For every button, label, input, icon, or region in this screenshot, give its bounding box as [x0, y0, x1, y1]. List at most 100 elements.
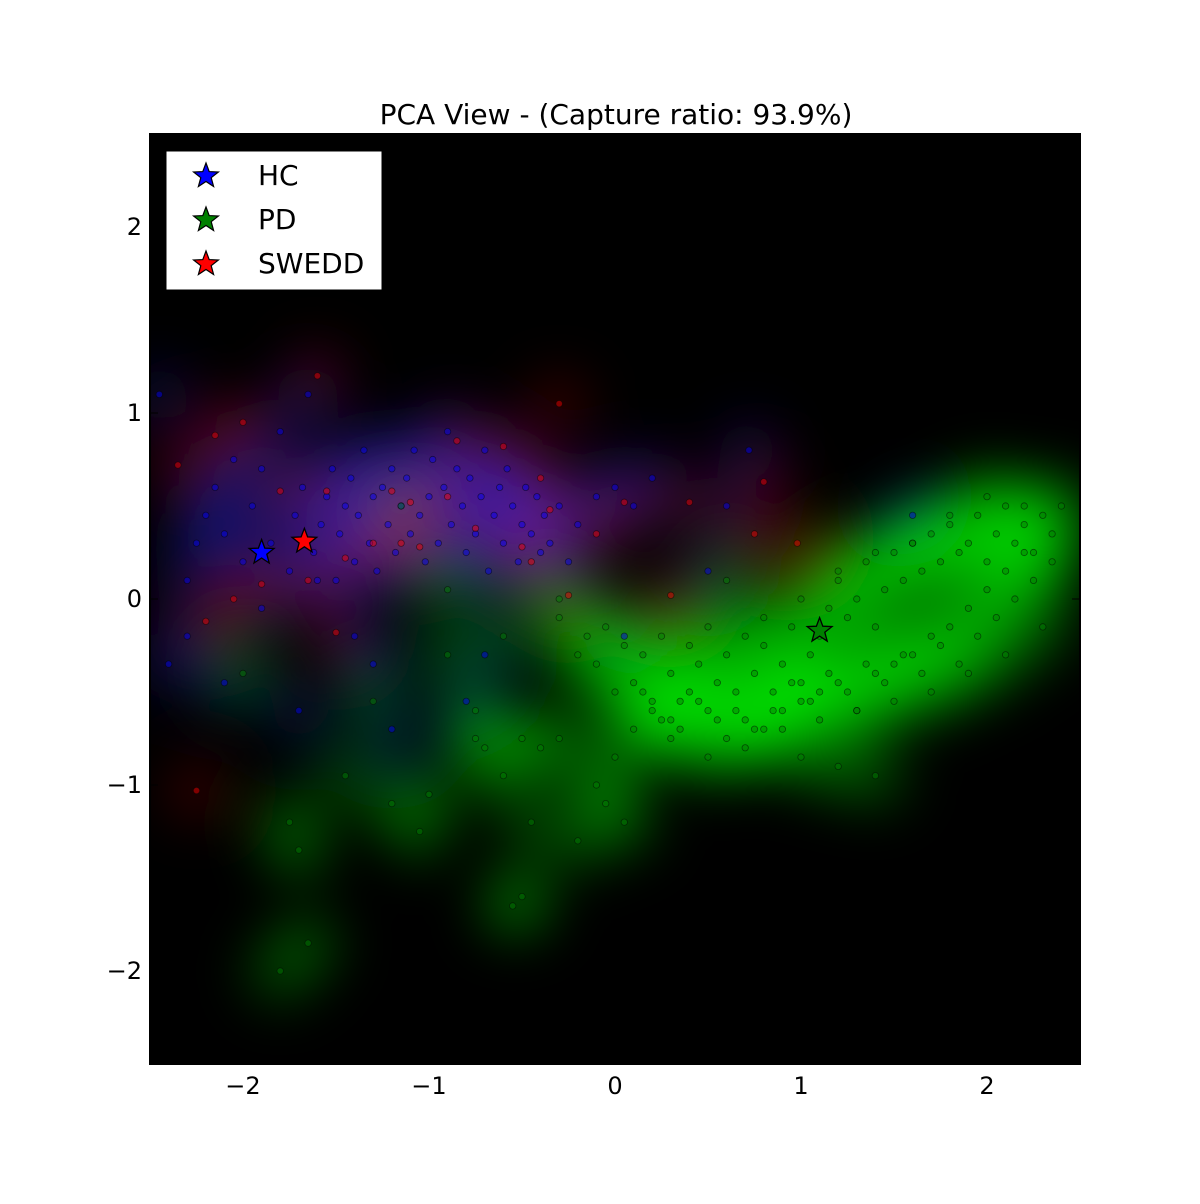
data-point-pd [667, 669, 675, 678]
data-point-hc [496, 483, 504, 491]
data-point-pd [750, 669, 759, 678]
data-point-hc [458, 502, 467, 510]
density-blob [426, 410, 487, 471]
data-point-hc [536, 548, 545, 557]
data-point-pd [974, 632, 982, 640]
density-blob [268, 680, 329, 741]
series-swedd-points [174, 372, 801, 795]
data-point-pd [871, 669, 880, 678]
data-point-pd [1048, 530, 1056, 538]
data-point-hc [257, 465, 266, 473]
data-point-hc [410, 446, 418, 454]
data-point-pd [890, 660, 898, 668]
data-point-hc [447, 520, 455, 529]
data-point-hc [462, 548, 470, 557]
data-point-pd [1029, 548, 1038, 557]
density-blob [646, 695, 715, 764]
data-point-pd [918, 669, 926, 678]
data-point-pd [983, 558, 991, 566]
data-point-pd [657, 716, 666, 724]
data-point-hc [434, 539, 442, 547]
density-blob [525, 704, 594, 773]
x-tick-label: 1 [793, 1072, 808, 1100]
data-point-pd [695, 697, 703, 705]
data-point-pd [341, 772, 349, 780]
data-point-pd [927, 530, 935, 538]
data-point-pd [499, 632, 507, 640]
data-point-hc [509, 502, 517, 510]
data-point-hc [267, 539, 275, 547]
data-point-swedd [174, 461, 182, 469]
data-point-pd [611, 688, 619, 696]
data-point-pd [797, 697, 805, 705]
data-point-swedd [202, 617, 210, 625]
series-hc-points [155, 390, 917, 733]
data-point-pd [741, 716, 749, 724]
data-point-swedd [211, 431, 219, 439]
data-point-hc [490, 511, 498, 519]
data-point-hc [365, 539, 374, 547]
series-pd-points [239, 493, 1066, 975]
data-point-hc [369, 660, 377, 668]
data-point-pd [518, 734, 526, 743]
data-point-pd [713, 679, 721, 687]
data-point-pd [732, 706, 740, 715]
data-point-pd [481, 744, 489, 752]
data-point-hc [341, 502, 349, 510]
data-point-hc [323, 493, 331, 501]
data-point-hc [291, 511, 299, 519]
data-point-hc [165, 660, 173, 668]
data-point-pd [955, 660, 963, 668]
data-point-swedd [518, 543, 526, 551]
density-blob [594, 472, 655, 533]
data-point-pd [862, 660, 870, 668]
data-point-swedd [276, 487, 284, 495]
data-point-hc [313, 576, 321, 585]
data-point-hc [471, 530, 480, 538]
data-point-pd [1057, 502, 1066, 510]
data-point-pd [555, 595, 563, 603]
data-point-pd [834, 576, 842, 585]
x-tick-label: 0 [607, 1072, 622, 1100]
data-point-hc [481, 446, 489, 454]
y-axis: −2 −1 0 1 2 [107, 213, 1080, 985]
data-point-hc [462, 697, 470, 705]
centroid-star-hc [247, 537, 276, 565]
density-blob [538, 565, 599, 626]
data-point-hc [378, 483, 387, 491]
density-pd [209, 462, 1080, 1005]
data-point-pd [946, 511, 954, 519]
data-point-pd [722, 734, 731, 743]
data-point-swedd [406, 498, 414, 506]
data-point-hc [540, 511, 548, 519]
data-point-hc [722, 502, 731, 510]
data-point-hc [211, 483, 219, 491]
data-point-swedd [667, 591, 675, 599]
data-point-pd [704, 753, 712, 761]
data-point-pd [1039, 623, 1047, 631]
data-point-hc [354, 511, 362, 519]
data-point-swedd [793, 539, 801, 547]
density-blob [478, 871, 547, 940]
data-point-swedd [341, 554, 349, 562]
data-point-pd [1011, 595, 1019, 603]
data-point-hc [611, 483, 619, 491]
data-point-swedd [369, 539, 377, 547]
density-blob [166, 760, 227, 821]
data-point-pd [443, 651, 452, 659]
data-point-hc [564, 558, 573, 566]
legend-label: PD [258, 203, 296, 236]
data-point-pd [443, 586, 452, 594]
data-point-hc [503, 465, 511, 473]
data-point-hc [285, 567, 294, 575]
data-point-pd [936, 558, 945, 566]
data-point-swedd [304, 576, 312, 585]
data-point-swedd [527, 558, 535, 566]
data-point-pd [629, 725, 638, 733]
data-point-hc [514, 558, 522, 566]
data-point-pd [667, 716, 675, 724]
data-point-pd [574, 837, 582, 845]
data-point-pd [992, 530, 1000, 538]
data-point-hc [384, 520, 392, 529]
